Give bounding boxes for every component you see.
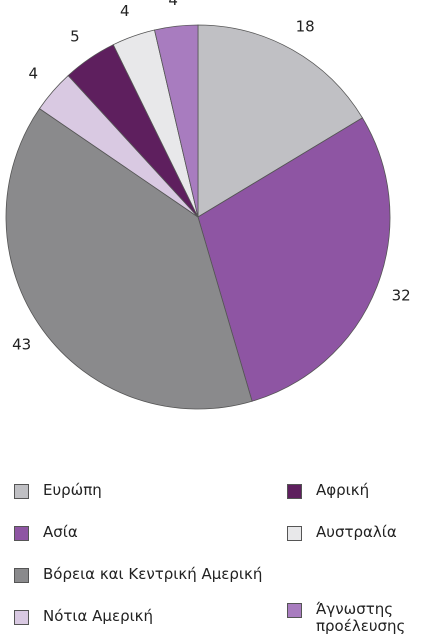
value-label: 18 (296, 18, 315, 36)
pie-slice (197, 117, 391, 402)
pie-slice (197, 24, 363, 218)
legend-swatch (287, 526, 302, 541)
legend-swatch (14, 610, 29, 625)
legend-swatch (14, 484, 29, 499)
pie-slice (5, 108, 253, 410)
chart: 18 32 43 4 5 4 4 (5, 0, 411, 410)
legend-label: Αφρική (316, 481, 370, 499)
legend-item: Νότια Αμερική (14, 608, 153, 625)
legend-item: Ευρώπη (14, 482, 102, 499)
value-label: 4 (168, 0, 178, 9)
legend-swatch (287, 484, 302, 499)
legend-item: Αυστραλία (287, 524, 397, 541)
legend-item: Αφρική (287, 482, 369, 499)
legend-swatch (287, 603, 302, 618)
legend-label: Νότια Αμερική (43, 607, 154, 625)
value-label: 4 (120, 2, 130, 20)
value-label: 43 (12, 336, 31, 354)
legend-label: Ασία (43, 523, 78, 541)
legend-item: Άγνωστης προέλευσης (287, 601, 416, 635)
legend-label: Άγνωστης προέλευσης (316, 600, 406, 635)
value-label: 4 (28, 65, 38, 83)
legend-swatch (14, 568, 29, 583)
pie-slice (154, 24, 199, 218)
legend-label: Αυστραλία (316, 523, 397, 541)
legend-swatch (14, 526, 29, 541)
value-label: 5 (70, 28, 80, 46)
legend-item: Ασία (14, 524, 78, 541)
value-label: 32 (392, 287, 411, 305)
legend-label: Βόρεια και Κεντρική Αμερική (43, 565, 263, 583)
legend-item: Βόρεια και Κεντρική Αμερική (14, 566, 262, 583)
legend-label: Ευρώπη (43, 481, 102, 499)
